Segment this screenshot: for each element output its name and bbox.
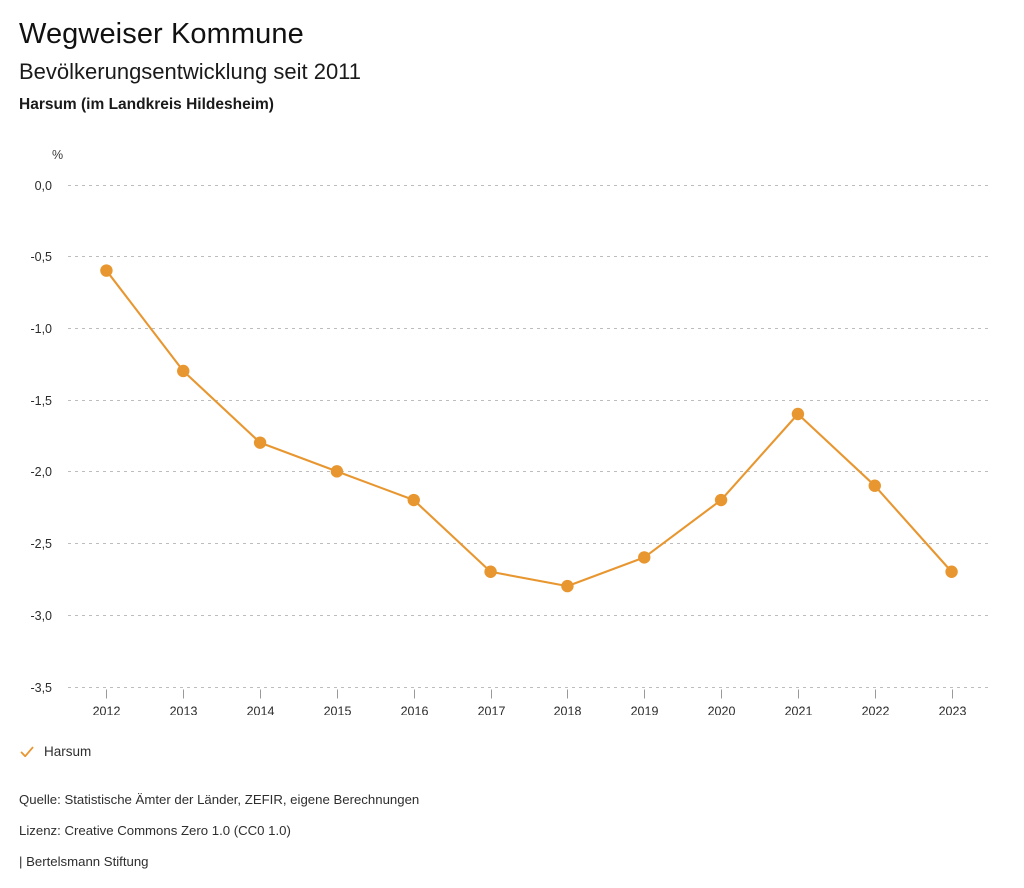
x-axis-tick-label: 2018 bbox=[554, 705, 582, 716]
chart-subtitle: Bevölkerungsentwicklung seit 2011 bbox=[19, 59, 362, 84]
x-axis-tick-label: 2021 bbox=[785, 705, 813, 716]
chart-region-label: Harsum (im Landkreis Hildesheim) bbox=[19, 96, 274, 113]
y-axis-tick-label: -3,5 bbox=[30, 681, 52, 695]
footer-license: Lizenz: Creative Commons Zero 1.0 (CC0 1… bbox=[19, 823, 291, 838]
data-point[interactable] bbox=[484, 565, 497, 578]
x-axis-tick-label: 2022 bbox=[862, 705, 890, 716]
data-point[interactable] bbox=[945, 565, 958, 578]
y-axis-tick-label: -1,0 bbox=[30, 322, 52, 336]
footer-source: Quelle: Statistische Ämter der Länder, Z… bbox=[19, 792, 420, 807]
y-axis-unit-label: % bbox=[52, 148, 63, 162]
page-title: Wegweiser Kommune bbox=[19, 18, 304, 50]
check-icon bbox=[20, 746, 34, 758]
legend-item-harsum[interactable]: Harsum bbox=[19, 744, 91, 760]
series-line-harsum bbox=[105, 269, 953, 588]
x-axis-labels-group: 2012 2013 2014 2015 2016 2017 2018 2019 2020 2021… bbox=[93, 705, 967, 716]
x-axis-tick-label: 2023 bbox=[939, 705, 967, 716]
x-axis-tick-label: 2014 bbox=[247, 705, 275, 716]
gridlines-group bbox=[68, 185, 990, 688]
x-axis-tick-label: 2013 bbox=[170, 705, 198, 716]
chart-footer: Quelle: Statistische Ämter der Länder, Z… bbox=[19, 784, 999, 877]
y-axis-tick-label: -1,5 bbox=[30, 394, 52, 408]
x-axis-tick-label: 2012 bbox=[93, 705, 121, 716]
y-axis-tick-label: -2,5 bbox=[30, 537, 52, 551]
data-point[interactable] bbox=[407, 493, 420, 507]
x-axis-tick-label: 2015 bbox=[324, 705, 352, 716]
x-axis-tick-label: 2016 bbox=[401, 705, 429, 716]
data-point[interactable] bbox=[561, 579, 574, 593]
data-point[interactable] bbox=[638, 551, 651, 564]
chart-header: Wegweiser Kommune Bevölkerungsentwicklun… bbox=[19, 16, 999, 116]
legend-label: Harsum bbox=[44, 744, 92, 759]
data-series-group bbox=[100, 264, 958, 593]
y-axis-tick-label: -2,0 bbox=[30, 465, 52, 479]
x-axis-tick-label: 2019 bbox=[631, 705, 659, 716]
line-chart: 0,0 -0,5 -1,0 -1,5 -2,0 -2,5 -3,0 -3,5 2012 2013… bbox=[30, 148, 990, 716]
data-point[interactable] bbox=[791, 407, 805, 421]
x-axis-ticks-group bbox=[106, 689, 953, 699]
footer-publisher: | Bertelsmann Stiftung bbox=[19, 854, 149, 869]
data-point[interactable] bbox=[714, 493, 728, 507]
y-axis-tick-label: 0,0 bbox=[35, 179, 52, 193]
data-point[interactable] bbox=[253, 436, 267, 449]
chart-plot-area: 0,0 -0,5 -1,0 -1,5 -2,0 -2,5 -3,0 -3,5 2012 2013… bbox=[0, 140, 1024, 715]
data-point[interactable] bbox=[868, 479, 881, 492]
data-point[interactable] bbox=[100, 264, 113, 277]
data-point[interactable] bbox=[177, 364, 190, 378]
y-axis-labels-group: 0,0 -0,5 -1,0 -1,5 -2,0 -2,5 -3,0 -3,5 bbox=[30, 179, 52, 695]
x-axis-tick-label: 2017 bbox=[478, 705, 506, 716]
data-point[interactable] bbox=[330, 465, 344, 478]
x-axis-tick-label: 2020 bbox=[708, 705, 736, 716]
y-axis-tick-label: -3,0 bbox=[30, 609, 52, 623]
y-axis-tick-label: -0,5 bbox=[30, 250, 52, 264]
